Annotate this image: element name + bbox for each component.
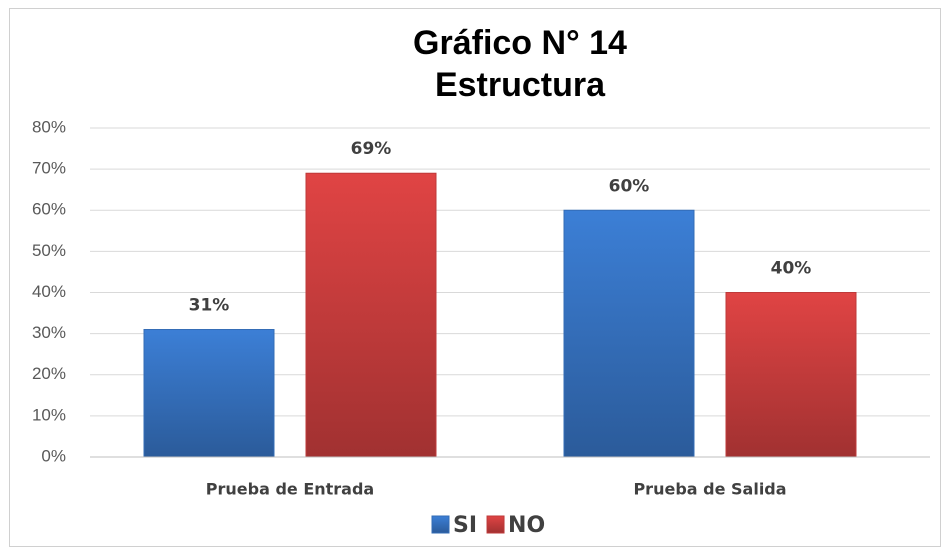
bar — [725, 292, 857, 458]
bar — [143, 329, 275, 458]
y-tick-label: 20% — [32, 364, 66, 383]
data-label: 31% — [189, 296, 230, 316]
legend: SI NO — [431, 513, 545, 538]
y-tick-label: 50% — [32, 241, 66, 260]
y-tick-label: 80% — [32, 117, 66, 136]
chart-subtitle: Estructura — [435, 66, 606, 104]
bar — [563, 209, 695, 458]
y-tick-label: 0% — [41, 446, 66, 465]
y-tick-label: 70% — [32, 159, 66, 178]
legend-label: SI — [453, 513, 477, 538]
data-label: 69% — [351, 139, 392, 159]
legend-label: NO — [508, 513, 545, 538]
chart-title: Gráfico N° 14 — [413, 24, 627, 62]
data-label: 40% — [771, 259, 812, 279]
bar — [305, 172, 437, 458]
x-tick-label: Prueba de Salida — [633, 480, 786, 499]
y-tick-label: 40% — [32, 282, 66, 301]
y-tick-label: 30% — [32, 323, 66, 342]
legend-swatch — [431, 515, 450, 534]
y-tick-label: 10% — [32, 405, 66, 424]
y-tick-label: 60% — [32, 200, 66, 219]
legend-swatch — [486, 515, 505, 534]
x-tick-label: Prueba de Entrada — [206, 480, 374, 499]
data-label: 60% — [609, 176, 650, 196]
